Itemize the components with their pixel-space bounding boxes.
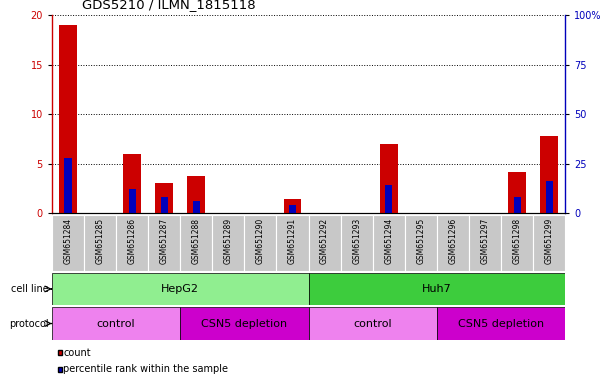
Bar (284, 199, 301, 213)
Bar (540, 136, 558, 213)
Text: protocol: protocol (9, 318, 49, 329)
Text: GDS5210 / ILMN_1815118: GDS5210 / ILMN_1815118 (82, 0, 256, 12)
Bar (546, 182, 553, 213)
Text: GSM651291: GSM651291 (288, 218, 297, 264)
Bar (309, 307, 437, 340)
Text: GSM651290: GSM651290 (256, 218, 265, 264)
Bar (116, 215, 148, 271)
Bar (533, 215, 565, 271)
Text: CSN5 depletion: CSN5 depletion (202, 318, 287, 329)
Bar (385, 185, 392, 213)
Bar (128, 189, 136, 213)
Text: GSM651292: GSM651292 (320, 218, 329, 264)
Text: HepG2: HepG2 (161, 284, 199, 294)
Text: percentile rank within the sample: percentile rank within the sample (63, 364, 228, 374)
Bar (437, 307, 565, 340)
Text: Huh7: Huh7 (422, 284, 452, 294)
Bar (123, 154, 141, 213)
Bar (180, 215, 213, 271)
Bar (161, 197, 168, 213)
Text: GSM651293: GSM651293 (352, 218, 361, 264)
Bar (513, 197, 521, 213)
Text: GSM651284: GSM651284 (64, 218, 73, 264)
Bar (373, 215, 404, 271)
Text: GSM651286: GSM651286 (128, 218, 137, 264)
Bar (84, 215, 116, 271)
Text: GSM651288: GSM651288 (192, 218, 201, 264)
Text: control: control (353, 318, 392, 329)
Bar (276, 215, 309, 271)
Bar (52, 273, 309, 305)
Bar (52, 215, 84, 271)
Bar (380, 144, 398, 213)
Text: CSN5 depletion: CSN5 depletion (458, 318, 544, 329)
Text: GSM651294: GSM651294 (384, 218, 393, 264)
Bar (289, 205, 296, 213)
Text: control: control (97, 318, 136, 329)
Text: GSM651287: GSM651287 (159, 218, 169, 264)
Bar (155, 184, 173, 213)
Bar (192, 201, 200, 213)
Text: GSM651296: GSM651296 (448, 218, 458, 264)
Bar (405, 215, 437, 271)
Bar (59, 25, 77, 213)
Text: GSM651295: GSM651295 (416, 218, 425, 264)
Bar (180, 307, 309, 340)
Text: cell line: cell line (11, 284, 49, 294)
Text: GSM651285: GSM651285 (95, 218, 104, 264)
Bar (469, 215, 501, 271)
Text: GSM651298: GSM651298 (513, 218, 522, 264)
Bar (501, 215, 533, 271)
Text: GSM651297: GSM651297 (480, 218, 489, 264)
Bar (148, 215, 180, 271)
Bar (244, 215, 277, 271)
Bar (508, 172, 526, 213)
Bar (188, 175, 205, 213)
Bar (341, 215, 373, 271)
Text: count: count (63, 348, 91, 358)
Text: GSM651299: GSM651299 (544, 218, 554, 264)
Bar (309, 273, 565, 305)
Bar (64, 158, 71, 213)
Bar (213, 215, 244, 271)
Text: GSM651289: GSM651289 (224, 218, 233, 264)
Bar (309, 215, 341, 271)
Bar (52, 307, 180, 340)
Bar (437, 215, 469, 271)
